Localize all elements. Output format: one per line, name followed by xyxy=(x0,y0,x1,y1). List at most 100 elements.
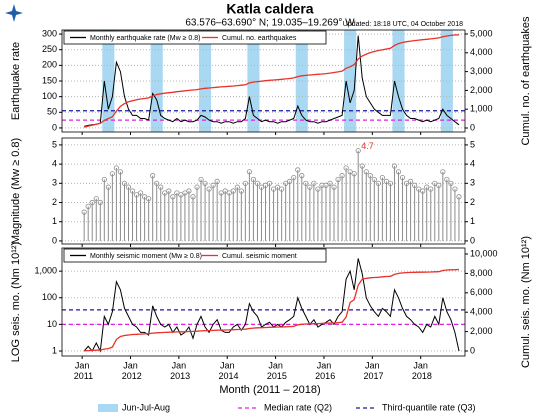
y2-tick-label: 4,000 xyxy=(470,307,493,317)
x-tick-label: Jan 2011 xyxy=(71,360,93,381)
magnitude-point xyxy=(186,188,192,194)
x-axis-label: Month (2011 – 2018) xyxy=(219,384,320,396)
y-tick-label: 10 xyxy=(47,319,57,329)
magnitude-point xyxy=(444,176,450,183)
magnitude-point xyxy=(391,163,398,169)
y-tick-label: 150 xyxy=(42,75,57,85)
magnitude-point xyxy=(287,178,293,184)
magnitude-point xyxy=(456,194,462,200)
y-tick-label: 1,000 xyxy=(34,266,57,276)
magnitude-point xyxy=(355,148,361,154)
x-tick-label: Jan 2012 xyxy=(119,360,142,381)
magnitude-point xyxy=(210,182,216,188)
legend-swatch xyxy=(98,404,118,412)
y2-tick-label: 0 xyxy=(470,235,475,245)
magnitude-point xyxy=(81,209,87,215)
magnitude-point xyxy=(295,167,301,173)
y-tick-label: 100 xyxy=(42,292,57,302)
magnitude-point xyxy=(178,192,184,198)
magnitude-point xyxy=(347,169,353,175)
magnitude-point xyxy=(407,178,414,184)
y2-tick-label: 0 xyxy=(470,122,475,132)
x-tick-label: Jan 2018 xyxy=(409,360,432,381)
magnitude-point xyxy=(452,186,458,192)
legend-label: Jun-Jul-Aug xyxy=(122,402,170,412)
summer-band xyxy=(150,30,163,132)
magnitude-point xyxy=(335,176,341,183)
magnitude-point xyxy=(146,196,152,202)
magnitude-point xyxy=(424,184,430,190)
magnitude-point xyxy=(113,165,120,171)
y-tick-label: 1 xyxy=(52,216,57,226)
legend: Monthly seismic moment (Mw ≥ 0.8) Cumul. … xyxy=(63,248,327,263)
magnitude-point xyxy=(315,186,321,192)
y-tick-label: 250 xyxy=(42,44,57,54)
magnitude-point xyxy=(234,184,240,190)
magnitude-point xyxy=(214,178,220,184)
magnitude-point xyxy=(412,182,418,188)
chart-title: Katla caldera xyxy=(226,1,313,17)
magnitude-point xyxy=(258,184,265,190)
summer-band xyxy=(295,30,308,132)
summer-band xyxy=(199,30,212,132)
y-tick-label: 3 xyxy=(52,178,57,188)
magnitude-point xyxy=(125,184,132,190)
magnitude-point xyxy=(93,196,99,202)
magnitude-point xyxy=(371,176,377,183)
y2-tick-label: 1,000 xyxy=(470,104,493,114)
magnitude-point xyxy=(254,180,261,186)
summer-band xyxy=(102,30,115,132)
y-tick-label: 4 xyxy=(52,158,57,168)
legend-box xyxy=(63,30,327,45)
y-tick-label: 2 xyxy=(52,197,57,207)
magnitude-point xyxy=(242,180,248,186)
magnitude-point xyxy=(327,180,333,186)
y2-tick-label: 3 xyxy=(470,178,475,188)
logo xyxy=(5,4,23,22)
y-axis-label: LOG seis. mo. (Nm 10¹²) xyxy=(10,242,22,362)
magnitude-point xyxy=(85,203,91,209)
legend-label: Cumul. no. earthquakes xyxy=(222,35,297,42)
x-tick-label: Jan 2016 xyxy=(313,360,336,381)
series-line xyxy=(84,35,460,127)
magnitude-point xyxy=(416,186,422,192)
y2-tick-label: 4 xyxy=(470,158,475,168)
y-tick-label: 0 xyxy=(52,122,57,132)
panel xyxy=(62,144,465,242)
magnitude-point xyxy=(363,169,369,175)
magnitude-point xyxy=(218,190,224,196)
magnitude-point xyxy=(238,188,244,194)
magnitude-point xyxy=(182,190,188,196)
magnitude-point xyxy=(101,176,107,183)
y-tick-label: 300 xyxy=(42,28,57,38)
magnitude-point xyxy=(190,194,196,200)
magnitude-point xyxy=(226,190,232,196)
legend-label: Median rate (Q2) xyxy=(264,402,332,412)
magnitude-point xyxy=(133,192,140,198)
magnitude-point xyxy=(150,173,156,179)
magnitude-point xyxy=(343,165,349,171)
magnitude-point xyxy=(266,180,273,186)
magnitude-point xyxy=(279,186,285,192)
magnitude-point xyxy=(291,174,297,181)
magnitude-point xyxy=(154,180,160,186)
magnitude-point xyxy=(170,194,176,200)
magnitude-point xyxy=(246,169,252,175)
y2-tick-label: 2,000 xyxy=(470,326,493,336)
y2-axis-label: Cumul. seis. mo. (Nm 10¹²) xyxy=(520,236,532,368)
y2-tick-label: 8,000 xyxy=(470,268,493,278)
y2-axis-label: Cumul. no. of earthquakes xyxy=(520,16,532,146)
y2-tick-label: 5 xyxy=(470,139,475,149)
magnitude-point xyxy=(307,184,313,190)
magnitude-point xyxy=(158,184,164,190)
legend-label: Monthly seismic moment (Mw ≥ 0.8) xyxy=(90,253,202,260)
magnitude-point xyxy=(339,173,345,179)
magnitude-point xyxy=(97,199,103,206)
magnitude-point xyxy=(299,173,305,179)
y2-tick-label: 6,000 xyxy=(470,287,493,297)
summer-band xyxy=(247,30,260,132)
magnitude-point xyxy=(331,184,337,190)
magnitude-point xyxy=(89,199,95,206)
legend-label: Third-quantile rate (Q3) xyxy=(382,402,476,412)
